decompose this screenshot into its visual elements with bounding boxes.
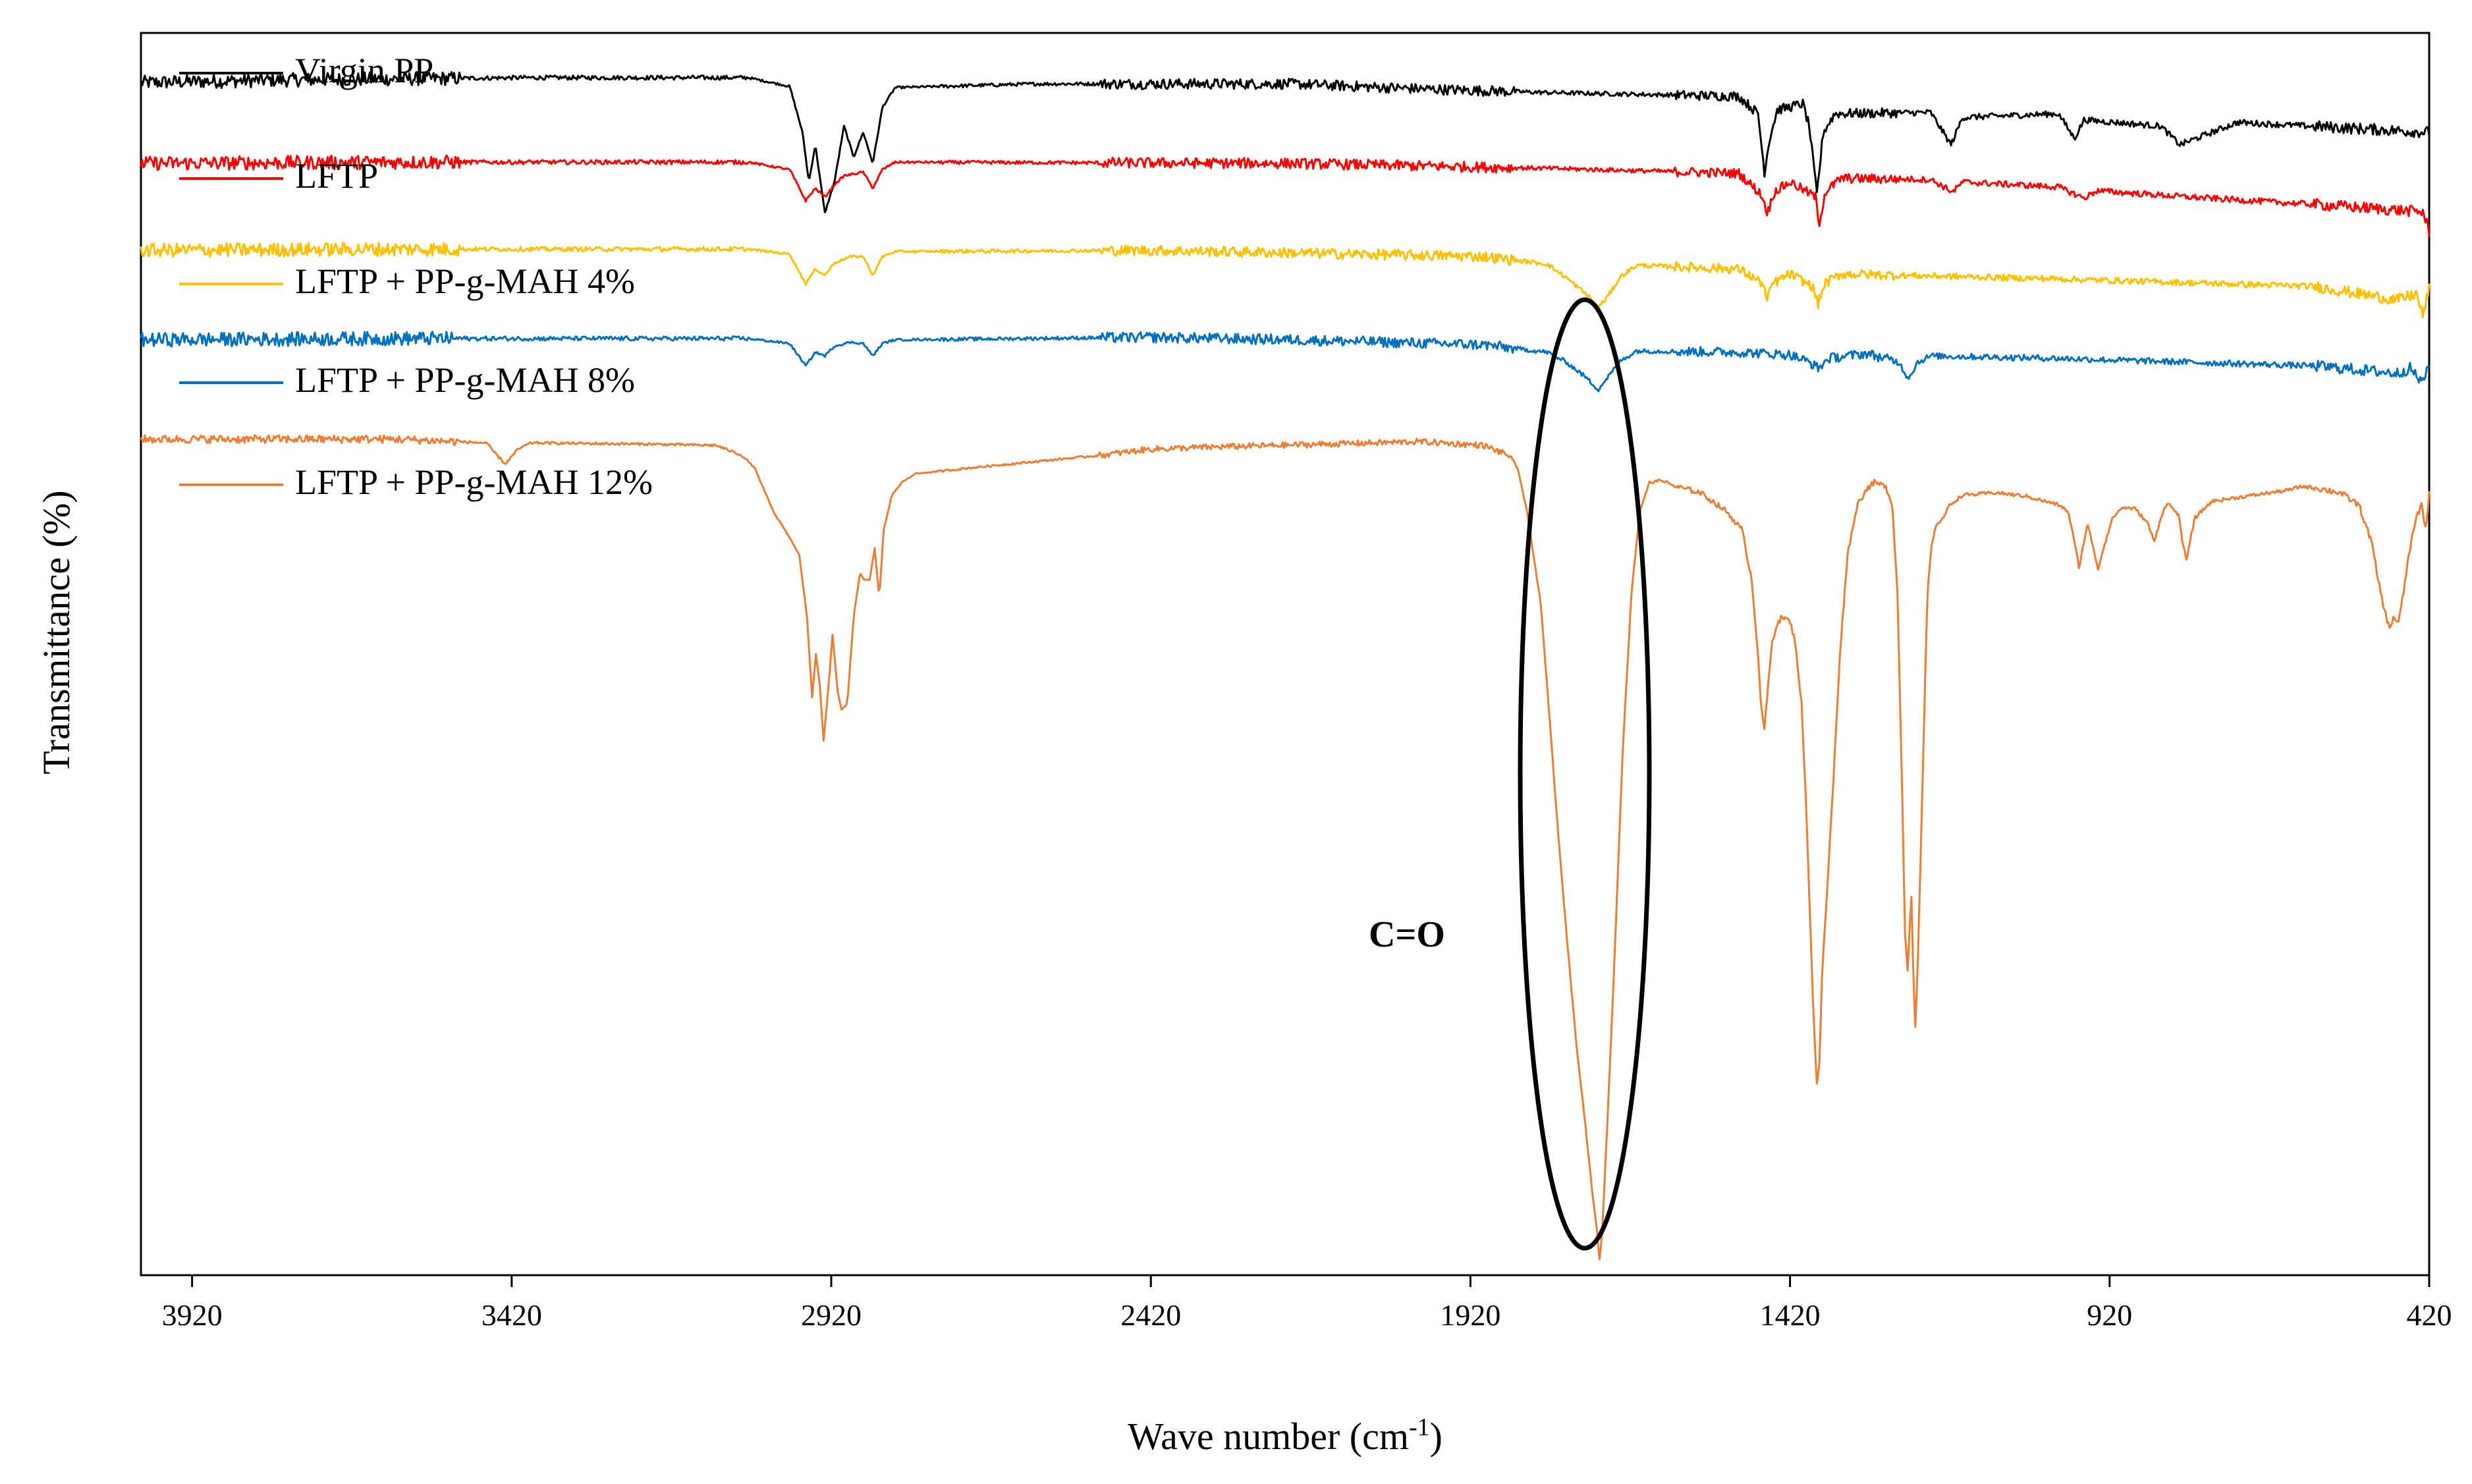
series-line-5 (140, 434, 2431, 1261)
x-tick-label-2920: 2920 (801, 1298, 862, 1332)
series-line-3 (140, 242, 2431, 319)
series-line-1 (140, 70, 2431, 213)
x-tick-label-920: 920 (2087, 1298, 2132, 1332)
carbonyl-peak-ellipse (1518, 297, 1652, 1251)
legend-label-2: LFTP (295, 156, 378, 196)
legend-label-5: LFTP + PP-g-MAH 12% (295, 462, 653, 502)
legend: Virgin PP LFTP LFTP + PP-g-MAH 4% LFTP + PP… (179, 51, 653, 502)
series-layer (140, 70, 2431, 1261)
x-tick-label-1920: 1920 (1440, 1298, 1500, 1332)
legend-label-3: LFTP + PP-g-MAH 4% (295, 261, 635, 301)
x-axis-title-tail: ) (1430, 1415, 1442, 1458)
x-tick-label-3420: 3420 (481, 1298, 542, 1332)
legend-label-1: Virgin PP (295, 51, 433, 90)
y-axis-title: Transmittance (%) (35, 490, 78, 774)
carbonyl-annotation-label: C=O (1369, 914, 1445, 955)
x-axis: 3920 3420 2920 2420 1920 1420 920 420 (162, 1275, 2452, 1332)
series-line-4 (140, 331, 2430, 393)
x-axis-title-base: Wave number (cm (1128, 1415, 1409, 1458)
plot-area-frame (140, 32, 2431, 1277)
x-tick-label-420: 420 (2407, 1298, 2452, 1332)
x-tick-label-2420: 2420 (1120, 1298, 1181, 1332)
series-line-2 (140, 154, 2431, 237)
x-tick-label-3920: 3920 (162, 1298, 223, 1332)
x-axis-title-superscript: -1 (1409, 1414, 1430, 1441)
x-axis-title: Wave number (cm-1) (1128, 1414, 1442, 1458)
x-tick-label-1420: 1420 (1760, 1298, 1821, 1332)
legend-label-4: LFTP + PP-g-MAH 8% (295, 360, 635, 400)
